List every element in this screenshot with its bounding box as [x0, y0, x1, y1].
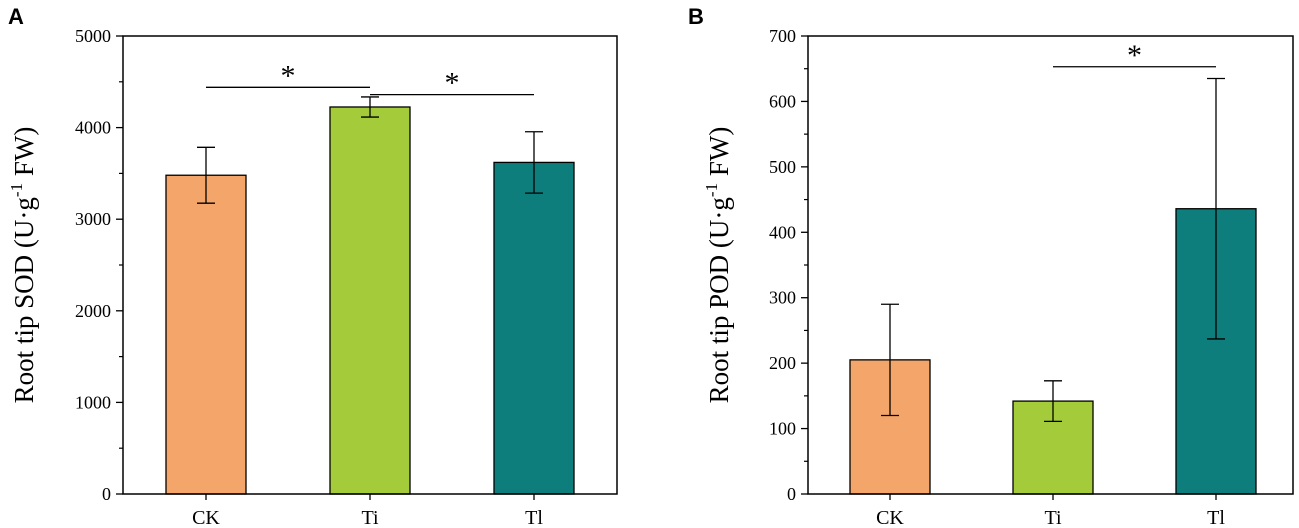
y-tick-label-a: 3000 — [75, 209, 111, 229]
y-tick-label-b: 500 — [769, 157, 796, 177]
y-tick-label-a: 1000 — [75, 392, 111, 412]
x-tick-label-tl-b: Tl — [1207, 507, 1225, 528]
y-tick-label-b: 200 — [769, 353, 796, 373]
x-tick-label-ck-b: CK — [876, 507, 904, 528]
panel-b: B 0 100 200 300 400 500 600 700 CK Ti Tl * Root tip… — [688, 4, 1294, 528]
panel-letter-b: B — [688, 4, 704, 29]
significance-star-a: * — [281, 59, 296, 92]
y-tick-label-a: 5000 — [75, 26, 111, 46]
x-tick-label-ti-a: Ti — [361, 507, 379, 528]
x-tick-label-tl-a: Tl — [525, 507, 543, 528]
plot-frame-a — [122, 35, 618, 495]
panel-a: A 0 1000 2000 3000 4000 5000 CK Ti Tl * * Root tip… — [7, 4, 618, 528]
y-tick-label-a: 2000 — [75, 301, 111, 321]
bar-tl-a — [493, 161, 575, 495]
y-tick-label-a: 4000 — [75, 118, 111, 138]
significance-star-b: * — [1127, 39, 1142, 72]
y-tick-label-a: 0 — [102, 484, 111, 504]
plot-frame-b — [807, 35, 1294, 495]
significance-star-a: * — [445, 67, 460, 100]
bar-ck-a — [165, 174, 247, 495]
y-axis-label-a: Root tip SOD (U·g-1 FW) — [7, 127, 39, 404]
y-tick-label-b: 100 — [769, 419, 796, 439]
panel-letter-a: A — [8, 4, 24, 29]
y-tick-label-b: 0 — [787, 484, 796, 504]
bar-ti-a — [329, 106, 411, 495]
y-tick-label-b: 700 — [769, 26, 796, 46]
y-tick-label-b: 300 — [769, 288, 796, 308]
y-tick-label-b: 400 — [769, 222, 796, 242]
y-axis-label-b: Root tip POD (U·g-1 FW) — [702, 127, 734, 404]
x-tick-label-ck-a: CK — [192, 507, 220, 528]
x-tick-label-ti-b: Ti — [1044, 507, 1062, 528]
y-tick-label-b: 600 — [769, 91, 796, 111]
